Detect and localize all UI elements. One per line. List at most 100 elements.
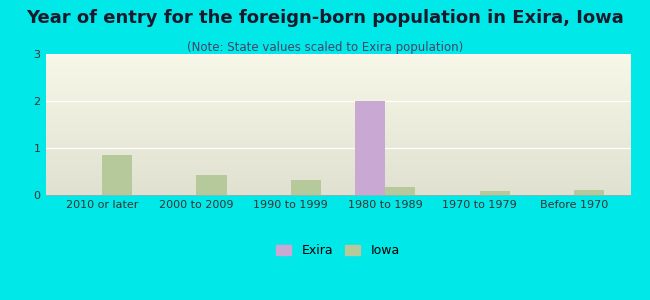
Bar (46, 56, 630, 58)
Bar (46, 68, 630, 69)
Bar (46, 163, 630, 164)
Bar (46, 128, 630, 129)
Bar (46, 72, 630, 73)
Bar (46, 77, 630, 79)
Bar (102, 155, 133, 195)
Bar (46, 141, 630, 142)
Bar (46, 143, 630, 145)
Bar (46, 120, 630, 121)
Bar (355, 101, 385, 195)
Bar (46, 193, 630, 194)
Bar (46, 104, 630, 106)
Bar (46, 126, 630, 127)
Bar (46, 172, 630, 173)
Bar (46, 124, 630, 126)
Bar (46, 73, 630, 74)
Bar (46, 54, 630, 55)
Bar (46, 191, 630, 193)
Bar (46, 109, 630, 110)
Bar (46, 180, 630, 181)
Bar (46, 118, 630, 119)
Bar (46, 147, 630, 148)
Bar (46, 94, 630, 95)
Bar (46, 130, 630, 131)
Bar (46, 173, 630, 174)
Bar (46, 161, 630, 162)
Bar (46, 152, 630, 153)
Bar (46, 112, 630, 113)
Bar (46, 156, 630, 158)
Bar (46, 159, 630, 160)
Bar (46, 184, 630, 186)
Bar (46, 166, 630, 167)
Bar (46, 70, 630, 72)
Bar (46, 107, 630, 108)
Bar (46, 116, 630, 118)
Bar (46, 136, 630, 137)
Bar (46, 122, 630, 123)
Bar (46, 139, 630, 140)
Bar (46, 153, 630, 154)
Bar (46, 164, 630, 166)
Bar (46, 135, 630, 136)
Bar (46, 150, 630, 152)
Bar (46, 96, 630, 98)
Bar (46, 92, 630, 93)
Bar (46, 145, 630, 146)
Bar (46, 103, 630, 104)
Bar (46, 123, 630, 124)
Bar (46, 174, 630, 175)
Text: Year of entry for the foreign-born population in Exira, Iowa: Year of entry for the foreign-born popul… (26, 9, 624, 27)
Bar (46, 121, 630, 122)
Bar (46, 188, 630, 189)
Bar (480, 191, 510, 195)
Bar (46, 89, 630, 90)
Bar (46, 194, 630, 195)
Bar (46, 100, 630, 101)
Bar (385, 187, 415, 195)
Bar (46, 182, 630, 183)
Bar (46, 148, 630, 149)
Bar (46, 93, 630, 94)
Bar (46, 140, 630, 141)
Bar (46, 133, 630, 134)
Bar (46, 178, 630, 180)
Bar (46, 62, 630, 63)
Bar (46, 137, 630, 139)
Bar (46, 58, 630, 59)
Bar (46, 74, 630, 75)
Bar (46, 183, 630, 184)
Bar (46, 132, 630, 133)
Bar (46, 167, 630, 168)
Legend: Exira, Iowa: Exira, Iowa (271, 239, 405, 262)
Bar (46, 90, 630, 92)
Bar (46, 66, 630, 67)
Bar (46, 85, 630, 86)
Bar (46, 162, 630, 163)
Bar (46, 79, 630, 80)
Bar (46, 61, 630, 62)
Bar (46, 177, 630, 178)
Bar (46, 59, 630, 60)
Bar (46, 113, 630, 114)
Bar (46, 134, 630, 135)
Bar (46, 155, 630, 156)
Bar (46, 95, 630, 96)
Bar (46, 118, 630, 120)
Bar (46, 154, 630, 155)
Bar (46, 67, 630, 68)
Bar (46, 169, 630, 170)
Bar (46, 76, 630, 77)
Bar (46, 168, 630, 169)
Bar (46, 190, 630, 191)
Bar (46, 82, 630, 83)
Bar (46, 146, 630, 147)
Bar (46, 187, 630, 188)
Bar (46, 60, 630, 61)
Bar (46, 83, 630, 85)
Bar (46, 127, 630, 128)
Bar (46, 64, 630, 66)
Bar (574, 190, 604, 195)
Bar (46, 181, 630, 182)
Bar (46, 75, 630, 76)
